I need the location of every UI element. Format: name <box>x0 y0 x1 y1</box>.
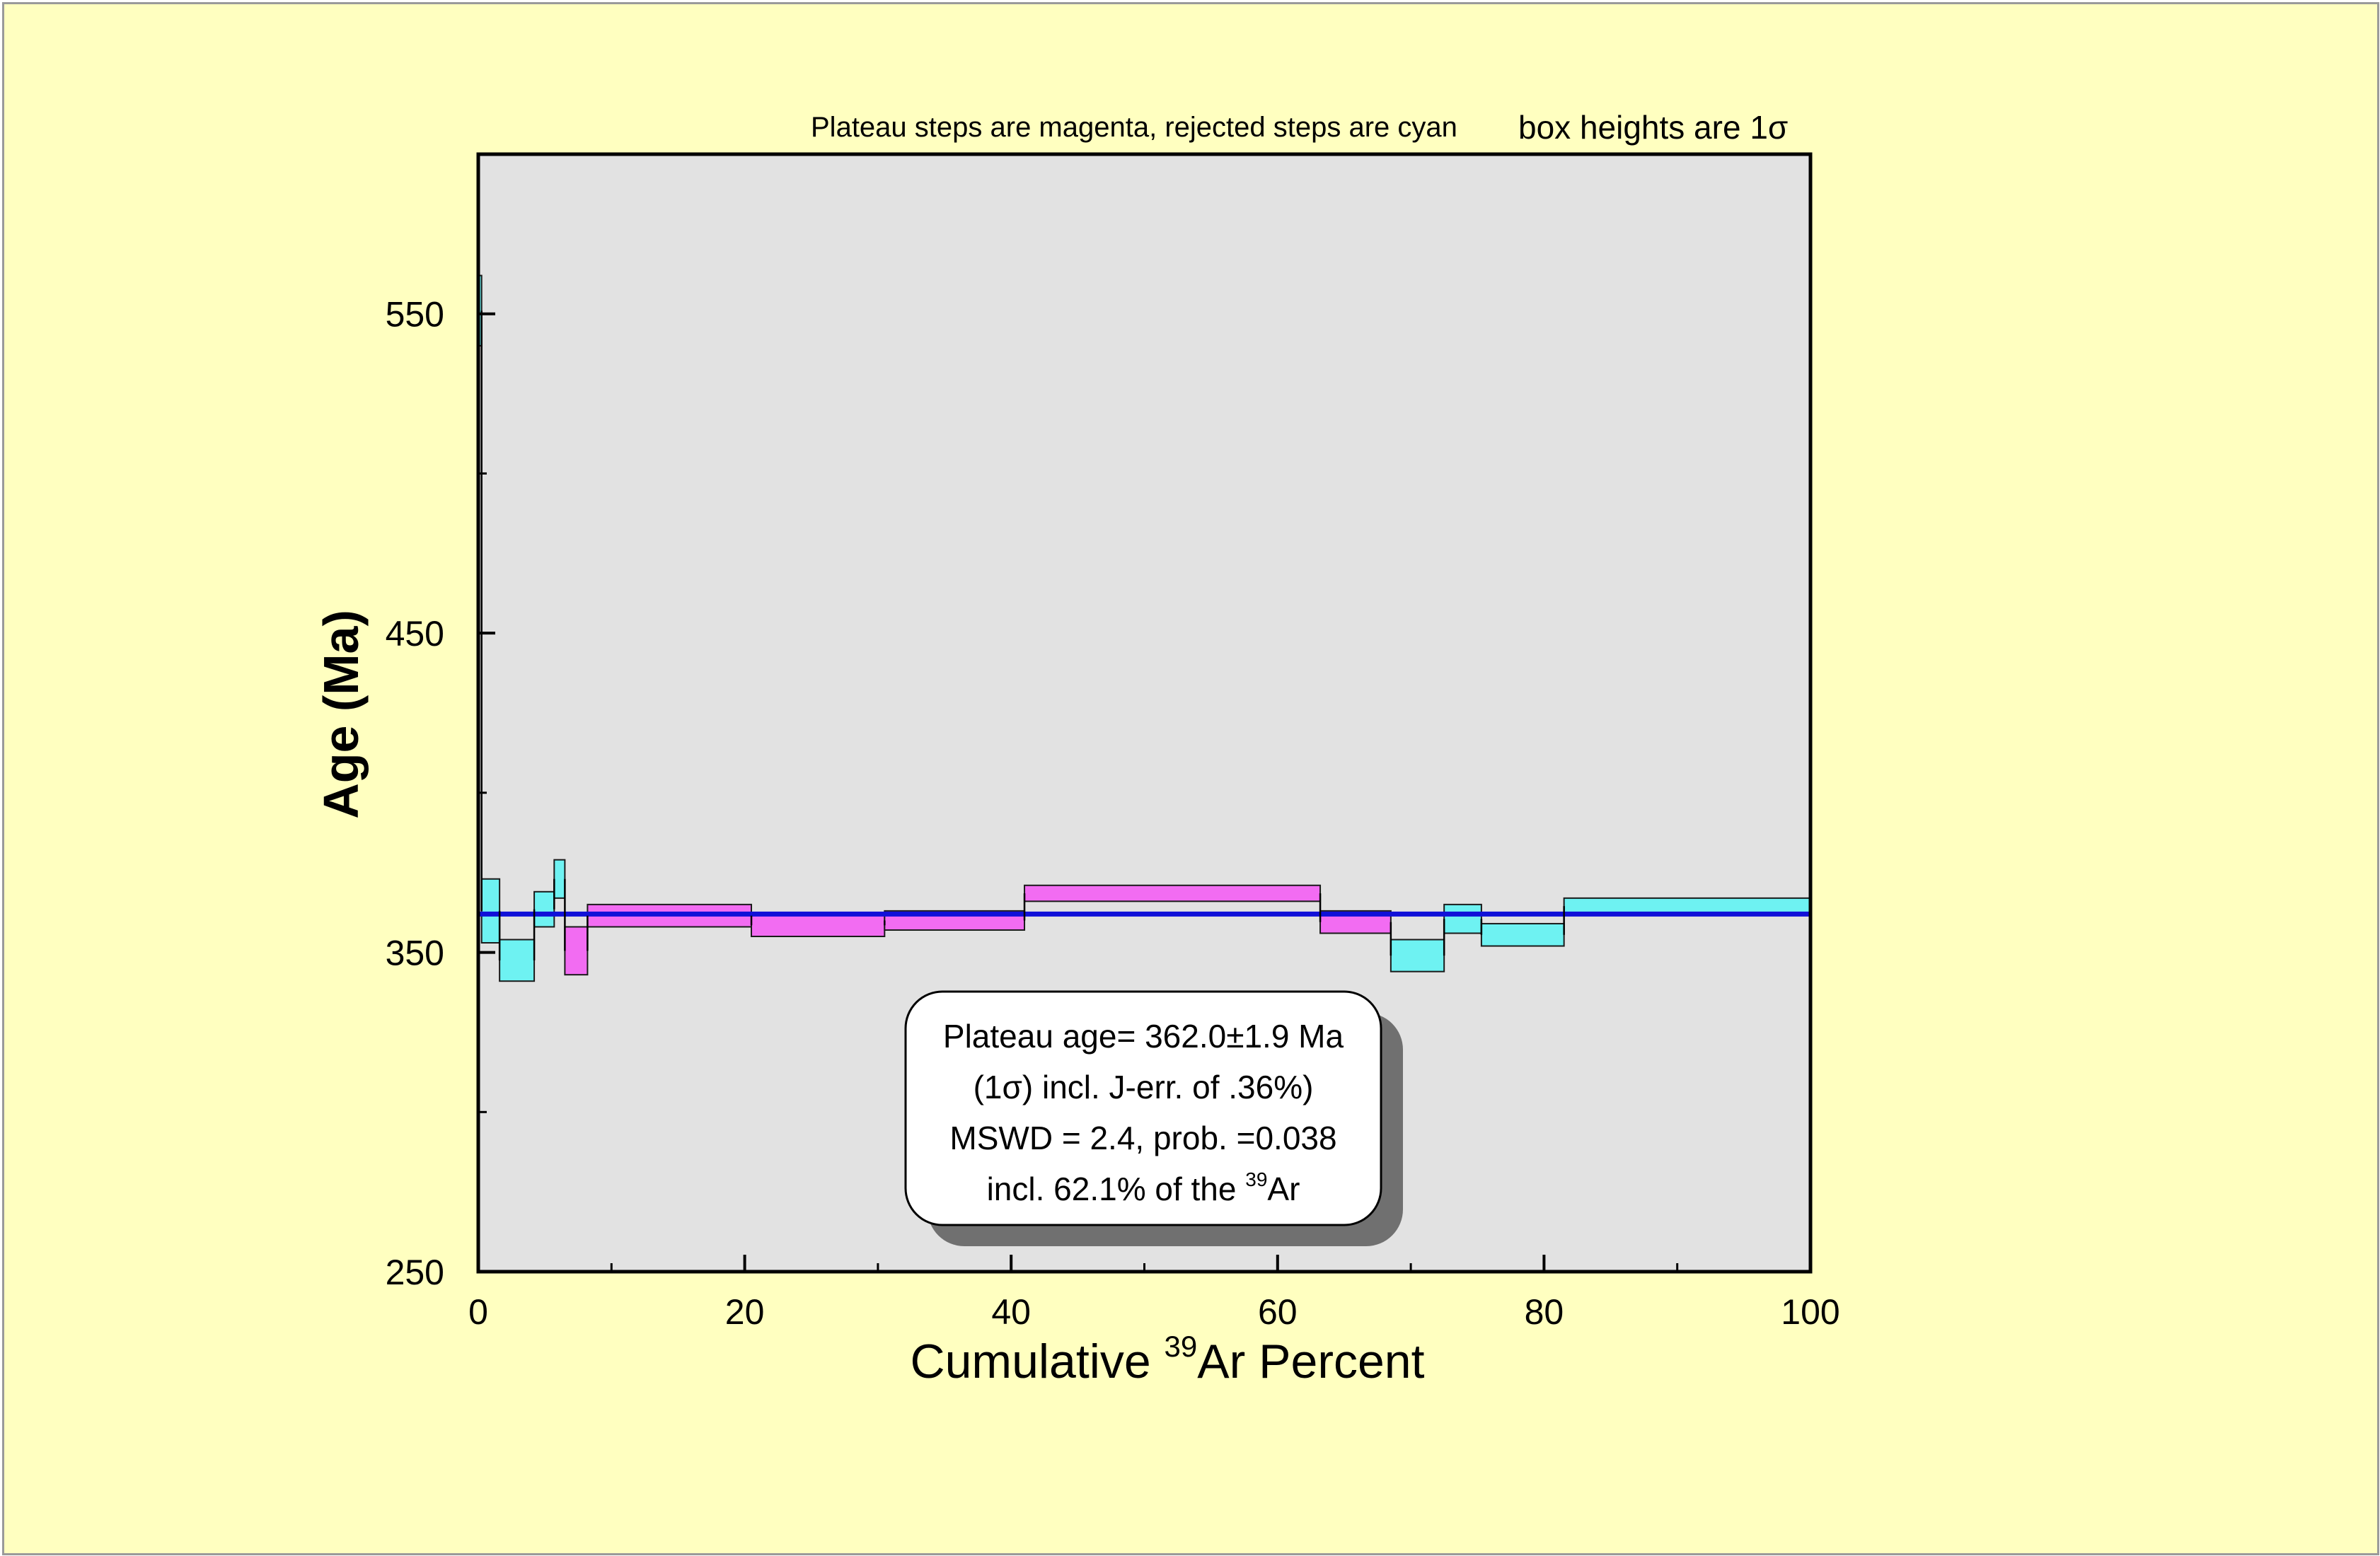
j-error-text: (1σ) incl. J-err. of .36%) <box>974 1069 1314 1105</box>
rejected-step-12 <box>1390 939 1445 972</box>
rejected-step-2 <box>480 878 501 944</box>
box-heights-note: box heights are 1σ <box>1518 109 1788 146</box>
x-axis-title-suffix: Ar Percent <box>1197 1335 1424 1388</box>
percent-included-prefix: incl. 62.1% of the <box>987 1171 1246 1207</box>
x-tick-label-3: 60 <box>1258 1292 1298 1332</box>
rejected-step-14 <box>1480 922 1565 947</box>
percent-included-text: incl. 62.1% of the 39Ar <box>987 1168 1300 1207</box>
axis-ticks <box>477 312 1812 1273</box>
plateau-info-box <box>904 990 1382 1226</box>
y-tick-label-1: 350 <box>386 934 444 973</box>
mswd-text: MSWD = 2.4, prob. =0.038 <box>949 1120 1336 1156</box>
y-tick-labels: 250 350 450 550 <box>386 295 444 1292</box>
plateau-age-text: Plateau age= 362.0±1.9 Ma <box>943 1018 1344 1055</box>
y-tick-label-2: 450 <box>386 614 444 654</box>
x-tick-label-2: 40 <box>991 1292 1031 1332</box>
x-tick-label-1: 20 <box>725 1292 765 1332</box>
x-axis-title: Cumulative 39Ar Percent <box>911 1330 1425 1388</box>
x-axis-title-superscript: 39 <box>1165 1330 1198 1363</box>
y-tick-label-0: 250 <box>386 1253 444 1292</box>
x-tick-label-5: 100 <box>1781 1292 1839 1332</box>
percent-included-suffix: Ar <box>1267 1171 1300 1207</box>
x-tick-label-0: 0 <box>468 1292 488 1332</box>
age-spectrum-chart: Plateau steps are magenta, rejected step… <box>313 109 1840 1388</box>
plateau-step-8 <box>751 913 886 938</box>
rejected-step-3 <box>499 939 536 982</box>
rejected-step-13 <box>1443 903 1482 934</box>
rejected-step-5 <box>553 859 566 899</box>
step-connectors <box>480 310 1565 960</box>
x-axis-title-prefix: Cumulative <box>911 1335 1165 1388</box>
y-axis-title: Age (Ma) <box>313 610 369 819</box>
y-tick-label-3: 550 <box>386 295 444 335</box>
x-tick-labels: 0 20 40 60 80 100 <box>468 1292 1840 1332</box>
plateau-step-6 <box>564 926 589 976</box>
percent-included-superscript: 39 <box>1245 1168 1267 1190</box>
plateau-steps-note: Plateau steps are magenta, rejected step… <box>811 112 1457 143</box>
x-tick-label-4: 80 <box>1525 1292 1564 1332</box>
rejected-step-4 <box>533 890 555 928</box>
plateau-step-10 <box>1024 884 1322 902</box>
